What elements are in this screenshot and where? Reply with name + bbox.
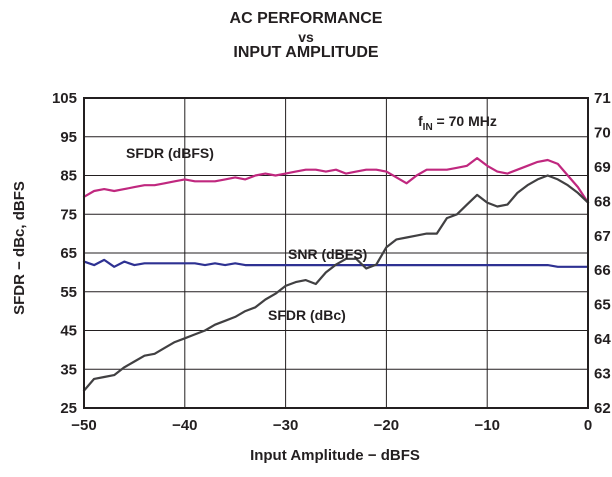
y2-tick-label: 69 [594,159,611,176]
chart-title-line-3: INPUT AMPLITUDE [233,44,379,61]
x-tick-label: −40 [172,417,197,434]
y-tick-label: 35 [60,361,77,378]
series-layer [82,157,590,392]
condition-prefix: f [418,113,423,129]
x-axis-label: Input Amplitude − dBFS [250,447,420,464]
y2-tick-label: 64 [594,331,611,348]
x-tick-label: −10 [474,417,499,434]
y-tick-label: 25 [60,400,77,417]
y-tick-label: 65 [60,245,77,262]
x-tick-label: −30 [273,417,298,434]
y2-tick-label: 66 [594,262,611,279]
y2-tick-labels: 62 63 64 65 66 67 68 69 70 71 [594,90,611,417]
y-tick-label: 85 [60,168,77,185]
y2-tick-label: 70 [594,124,611,141]
y-axis-label: SFDR − dBc, dBFS [11,181,28,315]
x-tick-label: 0 [584,417,592,434]
y-tick-labels: 25 35 45 55 65 75 85 95 105 [52,90,77,417]
y2-tick-label: 71 [594,90,611,107]
y-tick-label: 105 [52,90,77,107]
series-label-snr-dbfs: SNR (dBFS) [288,246,367,262]
y2-tick-label: 67 [594,228,611,245]
condition-suffix: = 70 MHz [433,113,497,129]
y-tick-label: 95 [60,129,77,146]
series-line-sfdr-dbc [82,174,590,392]
series-label-sfdr-dbfs: SFDR (dBFS) [126,145,214,161]
series-label-sfdr-dbc: SFDR (dBc) [268,307,346,323]
y2-tick-label: 68 [594,193,611,210]
condition-annotation: fIN = 70 MHz [418,113,497,133]
chart-title-line-2: vs [298,29,314,45]
y2-tick-label: 62 [594,400,611,417]
y-tick-label: 75 [60,206,77,223]
y2-tick-label: 63 [594,366,611,383]
x-tick-label: −50 [71,417,96,434]
x-tick-labels: −50 −40 −30 −20 −10 0 [71,417,592,434]
plot-frame [83,97,589,409]
condition-subscript: IN [423,122,433,133]
y2-tick-label: 65 [594,297,611,314]
y-tick-label: 45 [60,323,77,340]
chart-title-line-1: AC PERFORMANCE [229,10,383,27]
y-tick-label: 55 [60,284,77,301]
series-line-sfdr-dbfs [82,157,590,204]
x-tick-label: −20 [374,417,399,434]
